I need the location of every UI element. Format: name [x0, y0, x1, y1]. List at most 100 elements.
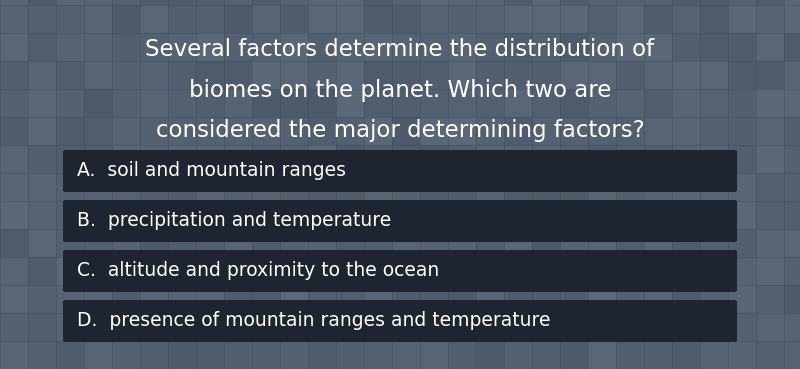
Bar: [280, 341, 308, 369]
Bar: [476, 33, 504, 61]
Bar: [672, 313, 700, 341]
Bar: [728, 341, 756, 369]
Bar: [0, 0, 28, 5]
Bar: [0, 201, 28, 229]
Bar: [336, 145, 364, 173]
Bar: [56, 61, 84, 89]
Bar: [168, 89, 196, 117]
Bar: [448, 0, 476, 5]
Bar: [28, 117, 56, 145]
Bar: [392, 173, 420, 201]
Bar: [224, 145, 252, 173]
FancyBboxPatch shape: [63, 300, 737, 342]
Bar: [728, 33, 756, 61]
Bar: [504, 117, 532, 145]
Bar: [28, 201, 56, 229]
Bar: [56, 0, 84, 5]
Bar: [112, 145, 140, 173]
Bar: [420, 89, 448, 117]
Bar: [756, 61, 784, 89]
Bar: [728, 117, 756, 145]
Bar: [672, 117, 700, 145]
Bar: [364, 61, 392, 89]
Bar: [616, 257, 644, 285]
Bar: [364, 145, 392, 173]
Bar: [336, 173, 364, 201]
Bar: [224, 5, 252, 33]
Bar: [476, 89, 504, 117]
Bar: [728, 89, 756, 117]
Bar: [560, 257, 588, 285]
Bar: [252, 257, 280, 285]
Bar: [616, 285, 644, 313]
Bar: [784, 61, 800, 89]
Bar: [476, 257, 504, 285]
Bar: [56, 201, 84, 229]
Bar: [560, 145, 588, 173]
Bar: [560, 229, 588, 257]
Bar: [392, 341, 420, 369]
Bar: [728, 145, 756, 173]
Bar: [756, 313, 784, 341]
Bar: [252, 285, 280, 313]
Bar: [112, 89, 140, 117]
Bar: [588, 5, 616, 33]
Bar: [252, 117, 280, 145]
Bar: [280, 145, 308, 173]
FancyBboxPatch shape: [63, 250, 737, 292]
Bar: [252, 33, 280, 61]
Bar: [420, 145, 448, 173]
Bar: [336, 201, 364, 229]
Bar: [112, 5, 140, 33]
Bar: [364, 89, 392, 117]
FancyBboxPatch shape: [63, 200, 737, 242]
Bar: [644, 61, 672, 89]
Bar: [196, 285, 224, 313]
Bar: [196, 33, 224, 61]
Bar: [588, 257, 616, 285]
Bar: [700, 313, 728, 341]
Bar: [308, 0, 336, 5]
Bar: [560, 117, 588, 145]
Bar: [644, 201, 672, 229]
Bar: [0, 229, 28, 257]
Bar: [728, 229, 756, 257]
Bar: [448, 33, 476, 61]
Bar: [392, 0, 420, 5]
Bar: [280, 257, 308, 285]
Bar: [308, 313, 336, 341]
Bar: [504, 257, 532, 285]
Bar: [112, 229, 140, 257]
Bar: [700, 89, 728, 117]
Bar: [112, 117, 140, 145]
Bar: [308, 285, 336, 313]
Bar: [56, 285, 84, 313]
Bar: [532, 173, 560, 201]
Bar: [280, 5, 308, 33]
Bar: [756, 117, 784, 145]
Bar: [532, 257, 560, 285]
Bar: [504, 0, 532, 5]
Bar: [560, 61, 588, 89]
Bar: [84, 145, 112, 173]
Bar: [224, 117, 252, 145]
Bar: [560, 33, 588, 61]
Bar: [112, 285, 140, 313]
Bar: [112, 61, 140, 89]
Bar: [0, 285, 28, 313]
Bar: [308, 61, 336, 89]
Bar: [756, 285, 784, 313]
Bar: [420, 201, 448, 229]
Bar: [112, 173, 140, 201]
Bar: [616, 61, 644, 89]
Bar: [448, 117, 476, 145]
Bar: [308, 33, 336, 61]
Bar: [140, 285, 168, 313]
Bar: [308, 229, 336, 257]
Bar: [84, 0, 112, 5]
Bar: [28, 341, 56, 369]
Bar: [84, 33, 112, 61]
Bar: [504, 313, 532, 341]
Bar: [112, 201, 140, 229]
Text: B.  precipitation and temperature: B. precipitation and temperature: [77, 211, 391, 231]
